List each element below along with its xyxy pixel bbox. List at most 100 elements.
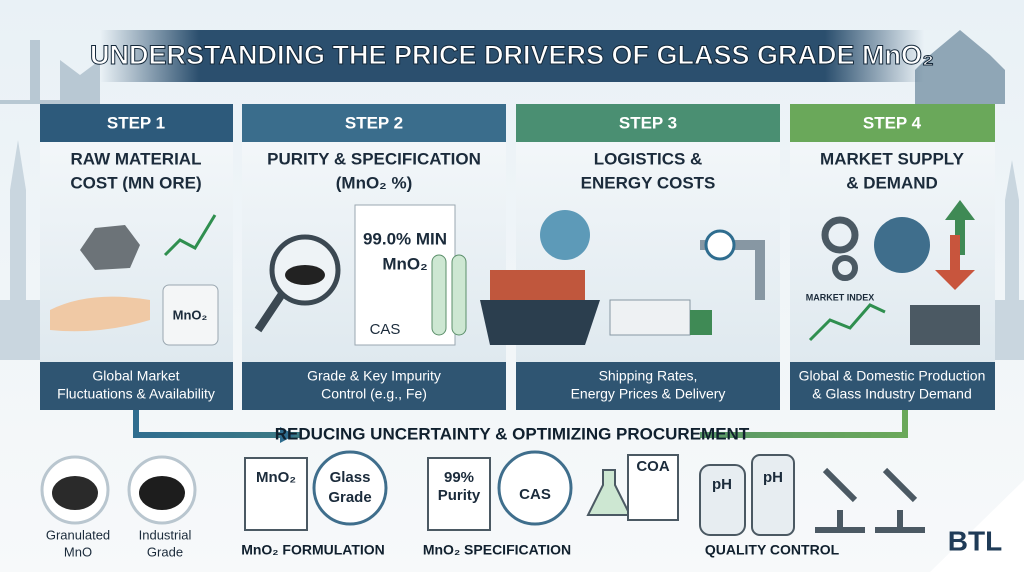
step-label: STEP 4 xyxy=(863,113,922,132)
step-heading: PURITY & SPECIFICATION xyxy=(267,149,481,168)
step-caption: Grade & Key Impurity xyxy=(307,368,441,384)
step-card-shape xyxy=(516,104,780,142)
badge-text: pH xyxy=(712,476,732,493)
step-card: STEP 4 MARKET SUPPLY & DEMAND MARKET IND… xyxy=(790,104,995,410)
quality-control-shape xyxy=(751,454,795,536)
step-card-shape xyxy=(490,270,585,300)
step-heading: COST (MN ORE) xyxy=(70,173,201,192)
step-card-shape xyxy=(790,362,995,410)
step-card-shape xyxy=(50,296,150,332)
step-card-shape xyxy=(285,265,325,285)
material-label: Industrial xyxy=(139,527,192,542)
step-label: STEP 3 xyxy=(619,113,677,132)
logo-shape xyxy=(930,480,1024,572)
logo-text: BTL xyxy=(948,525,1002,556)
quality-control-shape xyxy=(699,464,746,536)
step-card-shape xyxy=(821,216,859,254)
background-shape xyxy=(0,40,100,104)
title-ribbon: UNDERSTANDING THE PRICE DRIVERS OF GLASS… xyxy=(89,30,935,82)
step-caption: Control (e.g., Fe) xyxy=(321,386,427,402)
background-shape xyxy=(0,140,40,360)
section-label: MnO₂ SPECIFICATION xyxy=(423,542,571,558)
step-card-shape xyxy=(516,362,780,410)
materials-shape xyxy=(52,476,98,510)
step-heading: & DEMAND xyxy=(846,173,938,192)
materials-shape xyxy=(139,476,185,510)
material-label: MnO xyxy=(64,544,92,559)
banner: REDUCING UNCERTAINTY & OPTIMIZING PROCUR… xyxy=(275,424,750,443)
quality-control-shape xyxy=(627,454,679,521)
badge-text: CAS xyxy=(519,486,551,503)
step-card-shape xyxy=(254,291,286,333)
step-card-shape xyxy=(480,300,600,345)
step-card-shape xyxy=(80,225,140,270)
step-card-shape xyxy=(945,200,975,255)
section-label: QUALITY CONTROL xyxy=(705,542,840,558)
step-caption: Global Market xyxy=(92,368,179,384)
image-label: MnO₂ xyxy=(173,307,208,322)
step-heading: ENERGY COSTS xyxy=(581,173,716,192)
step-card-shape xyxy=(808,303,886,342)
image-label: MnO₂ xyxy=(382,254,427,273)
background-shape xyxy=(995,160,1024,360)
step-label: STEP 2 xyxy=(345,113,403,132)
step-card-shape xyxy=(40,104,233,142)
section-label: MnO₂ FORMULATION xyxy=(241,542,385,558)
badge-text: MnO₂ xyxy=(256,469,296,486)
materials: Granulated MnO Industrial Grade xyxy=(40,455,197,559)
step-card-shape xyxy=(163,214,217,257)
step-card: STEP 2 PURITY & SPECIFICATION (MnO₂ %) 9… xyxy=(242,104,506,410)
step-card-shape xyxy=(242,104,506,142)
step-caption: & Glass Industry Demand xyxy=(812,386,972,402)
step-card: STEP 1 RAW MATERIAL COST (MN ORE) MnO₂ G… xyxy=(40,104,233,410)
image-label: MARKET INDEX xyxy=(806,292,875,302)
formulation: MnO₂ Glass Grade MnO₂ FORMULATION xyxy=(241,450,388,558)
step-card-shape xyxy=(690,310,712,335)
step-label: STEP 1 xyxy=(107,113,165,132)
step-card-shape xyxy=(162,284,219,346)
quality-control: COA pH pH QUALITY CONTROL xyxy=(586,454,925,558)
process-arrow: REDUCING UNCERTAINTY & OPTIMIZING PROCUR… xyxy=(133,410,908,443)
specification-shape xyxy=(497,450,573,526)
logo: BTL xyxy=(930,480,1024,572)
step-card-shape xyxy=(832,255,858,281)
background-shape xyxy=(915,30,1005,104)
step-caption: Fluctuations & Availability xyxy=(57,386,215,402)
step-caption: Shipping Rates, xyxy=(599,368,698,384)
step-card-shape xyxy=(910,305,980,345)
specification-shape xyxy=(427,457,491,531)
step-card-shape xyxy=(609,299,691,336)
step-heading: (MnO₂ %) xyxy=(336,173,412,192)
step-card-shape xyxy=(242,362,506,410)
step-card-shape xyxy=(790,104,995,142)
material-label: Granulated xyxy=(46,527,110,542)
step-caption: Energy Prices & Delivery xyxy=(571,386,726,402)
badge-text: Grade xyxy=(328,489,371,506)
step-card-shape xyxy=(40,362,233,410)
badge-text: pH xyxy=(763,469,783,486)
badge-text: Glass xyxy=(330,469,371,486)
image-label: 99.0% MIN xyxy=(363,229,447,248)
image-label: CAS xyxy=(370,321,401,338)
quality-control-shape xyxy=(815,467,865,533)
badge-text: COA xyxy=(636,458,670,475)
step-card-shape xyxy=(935,235,975,290)
specification: 99% Purity CAS MnO₂ SPECIFICATION xyxy=(423,450,573,558)
quality-control-shape xyxy=(875,467,925,533)
title: UNDERSTANDING THE PRICE DRIVERS OF GLASS… xyxy=(90,40,934,70)
badge-text: 99% xyxy=(444,469,474,486)
step-card-shape xyxy=(704,229,736,261)
step-heading: MARKET SUPPLY xyxy=(820,149,965,168)
step-card-shape xyxy=(874,217,930,273)
step-card-shape xyxy=(540,210,590,260)
process-arrow-shape xyxy=(280,427,295,443)
material-label: Grade xyxy=(147,544,183,559)
title-ribbon-shape xyxy=(100,30,924,82)
step-card: STEP 3 LOGISTICS & ENERGY COSTS Shipping… xyxy=(480,104,780,410)
step-caption: Global & Domestic Production xyxy=(799,368,986,384)
step-card-shape xyxy=(431,254,447,336)
badge-text: Purity xyxy=(438,487,481,504)
step-heading: LOGISTICS & xyxy=(594,149,703,168)
step-heading: RAW MATERIAL xyxy=(71,149,202,168)
